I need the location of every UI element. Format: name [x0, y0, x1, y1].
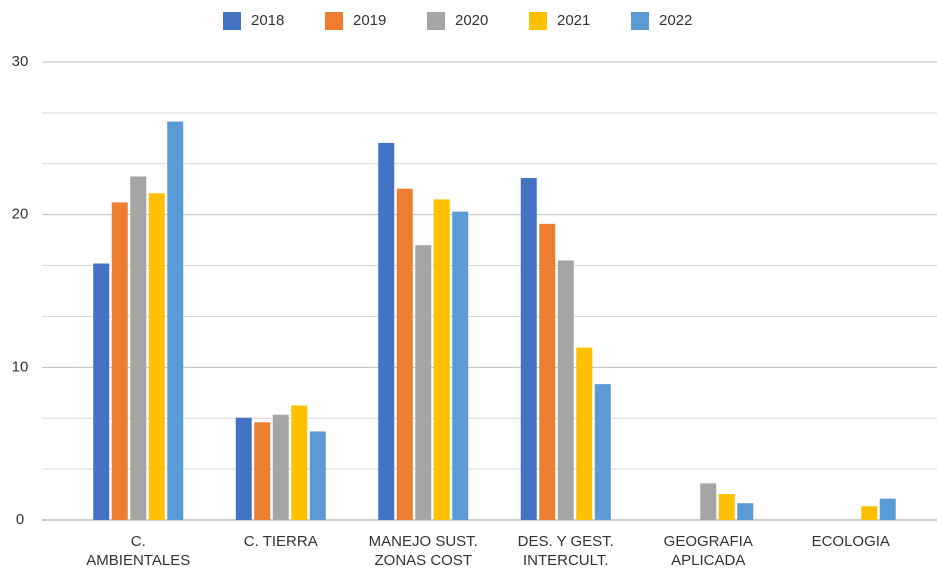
y-tick-label: 0	[16, 511, 24, 528]
bar	[433, 199, 450, 520]
bar	[576, 347, 593, 520]
legend-label: 2019	[353, 12, 386, 29]
y-tick-label: 30	[12, 53, 29, 70]
bar	[539, 223, 556, 520]
bar	[291, 405, 308, 520]
bar	[452, 211, 469, 520]
bar	[557, 260, 574, 520]
legend-swatch	[427, 12, 445, 30]
legend-label: 2021	[557, 12, 590, 29]
bar	[594, 384, 611, 520]
legend-swatch	[631, 12, 649, 30]
x-tick-label: GEOGRAFIA APLICADA	[664, 533, 753, 569]
bar	[415, 245, 432, 520]
x-tick-label: C. TIERRA	[244, 533, 318, 550]
bar	[700, 483, 717, 520]
bar	[861, 506, 878, 520]
legend-label: 2022	[659, 12, 692, 29]
x-tick-label: DES. Y GEST. INTERCULT.	[518, 533, 614, 569]
y-tick-label: 20	[12, 206, 29, 223]
x-tick-label: MANEJO SUST. ZONAS COST	[369, 533, 478, 569]
legend-label: 2018	[251, 12, 284, 29]
bar	[737, 503, 754, 520]
bar	[879, 498, 896, 520]
legend-swatch	[325, 12, 343, 30]
x-tick-label: C. AMBIENTALES	[86, 533, 190, 569]
legend-swatch	[529, 12, 547, 30]
bar	[167, 121, 184, 520]
bar	[93, 263, 110, 520]
legend-swatch	[223, 12, 241, 30]
bar	[272, 414, 289, 520]
bar	[718, 494, 735, 520]
y-tick-label: 10	[12, 358, 29, 375]
bar	[148, 193, 165, 520]
bar	[378, 142, 395, 520]
bar	[254, 422, 271, 520]
bar	[130, 176, 147, 520]
bar	[396, 188, 413, 521]
legend-label: 2020	[455, 12, 488, 29]
bar	[111, 202, 128, 520]
bar	[235, 417, 252, 520]
bar	[309, 431, 326, 520]
x-tick-label: ECOLOGIA	[812, 533, 890, 550]
bar	[520, 178, 537, 520]
